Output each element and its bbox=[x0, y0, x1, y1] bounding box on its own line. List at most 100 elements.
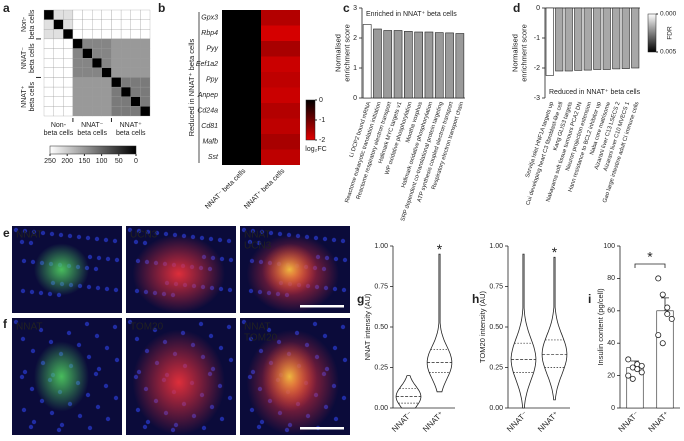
scale-bar bbox=[300, 305, 344, 308]
stain bbox=[34, 341, 89, 412]
heat-cell bbox=[72, 48, 83, 59]
y-tick-label: 1.00 bbox=[489, 243, 503, 250]
stain bbox=[132, 329, 225, 435]
heat-cell bbox=[63, 29, 74, 40]
heat-cell bbox=[43, 29, 54, 40]
nucleus bbox=[21, 258, 27, 264]
row-label: Sst bbox=[208, 154, 219, 161]
heat-cell bbox=[130, 48, 141, 59]
heat-cell bbox=[101, 48, 112, 59]
x-tick-label: NNAT⁻ bbox=[390, 410, 414, 434]
heat-cell bbox=[130, 77, 141, 88]
heat-cell bbox=[111, 48, 122, 59]
nucleus bbox=[228, 357, 234, 363]
nucleus bbox=[145, 229, 151, 235]
nucleus bbox=[96, 255, 102, 261]
panel-label: g bbox=[357, 292, 364, 306]
colorbar-tick-label: 200 bbox=[61, 158, 73, 165]
heat-cell bbox=[111, 9, 122, 20]
nucleus bbox=[136, 228, 142, 234]
scale-bar bbox=[300, 427, 344, 430]
heat-cell bbox=[222, 10, 261, 26]
heat-cell bbox=[92, 77, 102, 88]
column-group-label: NNAT⁺ beta cells bbox=[116, 122, 146, 137]
y-tick-label: 80 bbox=[607, 275, 615, 282]
nucleus bbox=[29, 386, 35, 392]
nucleus bbox=[113, 395, 119, 401]
heat-cell bbox=[72, 106, 83, 117]
annotation: Enriched in NNAT⁺ beta cells bbox=[366, 11, 457, 18]
bar bbox=[424, 31, 434, 99]
significance-star: * bbox=[437, 241, 443, 257]
nucleus bbox=[112, 238, 118, 244]
heat-cell bbox=[92, 19, 102, 30]
heat-cell bbox=[92, 67, 102, 78]
row-label: Mafb bbox=[202, 139, 218, 146]
heat-cell bbox=[120, 96, 131, 107]
nucleus bbox=[134, 336, 140, 342]
nucleus bbox=[227, 287, 233, 293]
y-tick-label: 0 bbox=[353, 95, 357, 102]
heat-cell bbox=[53, 77, 64, 88]
heat-cell bbox=[72, 29, 83, 40]
heat-cell bbox=[222, 87, 261, 103]
colorbar bbox=[305, 99, 316, 141]
heat-cell bbox=[261, 87, 300, 103]
heat-cell bbox=[101, 38, 112, 49]
micrograph: NNAT bbox=[12, 318, 122, 435]
nucleus bbox=[95, 404, 101, 410]
channel-label: NNAT bbox=[16, 322, 42, 333]
heat-cell bbox=[261, 25, 300, 41]
nucleus bbox=[104, 286, 110, 292]
nucleus bbox=[219, 416, 225, 422]
data-point bbox=[655, 275, 662, 282]
y-axis-label: NNAT intensity (AU) bbox=[363, 293, 372, 360]
y-tick-label: 20 bbox=[607, 372, 615, 379]
nucleus bbox=[114, 257, 120, 263]
colorbar bbox=[647, 13, 657, 53]
nucleus bbox=[28, 424, 34, 430]
heat-cell bbox=[120, 106, 131, 117]
row-group-label: Non-beta cells bbox=[21, 9, 36, 39]
heat-cell bbox=[92, 48, 102, 59]
heat-cell bbox=[63, 96, 74, 107]
violin bbox=[426, 253, 453, 393]
heat-cell bbox=[53, 86, 64, 97]
colorbar-tick-label: -2 bbox=[319, 137, 325, 144]
heat-cell bbox=[140, 96, 151, 107]
bar bbox=[373, 28, 382, 99]
bar bbox=[362, 24, 372, 99]
panel-label: c bbox=[343, 1, 350, 15]
heat-cell bbox=[120, 38, 131, 49]
data-point bbox=[664, 311, 671, 318]
bar bbox=[434, 32, 444, 99]
colorbar-tick-label: 0.000 bbox=[660, 11, 677, 18]
heat-cell bbox=[53, 96, 64, 107]
row-label: Anpep bbox=[197, 92, 218, 99]
y-tick-label: 2 bbox=[353, 35, 357, 42]
row-label: Eef1a2 bbox=[196, 61, 218, 68]
heat-cell bbox=[222, 41, 261, 57]
nucleus bbox=[38, 327, 44, 333]
heat-cell bbox=[120, 58, 131, 68]
heat-cell bbox=[111, 86, 122, 97]
colorbar-tick-label: 100 bbox=[96, 158, 108, 165]
nucleus bbox=[277, 231, 283, 237]
colorbar-tick-label: 0 bbox=[319, 97, 323, 104]
colorbar-tick-label: 250 bbox=[44, 158, 56, 165]
heat-cell bbox=[82, 29, 93, 40]
micrograph: TOM20 bbox=[126, 318, 236, 435]
bar bbox=[583, 7, 592, 71]
heat-cell bbox=[140, 77, 151, 88]
nucleus bbox=[218, 345, 224, 351]
nucleus bbox=[250, 228, 256, 234]
nucleus bbox=[49, 410, 55, 416]
nucleus bbox=[40, 230, 46, 236]
heat-cell bbox=[63, 77, 74, 88]
nucleus bbox=[259, 229, 265, 235]
heat-cell bbox=[120, 86, 131, 97]
y-axis-label: Insulin content (pg/cell) bbox=[596, 288, 605, 366]
heat-cell bbox=[92, 58, 102, 68]
stain bbox=[132, 234, 225, 313]
